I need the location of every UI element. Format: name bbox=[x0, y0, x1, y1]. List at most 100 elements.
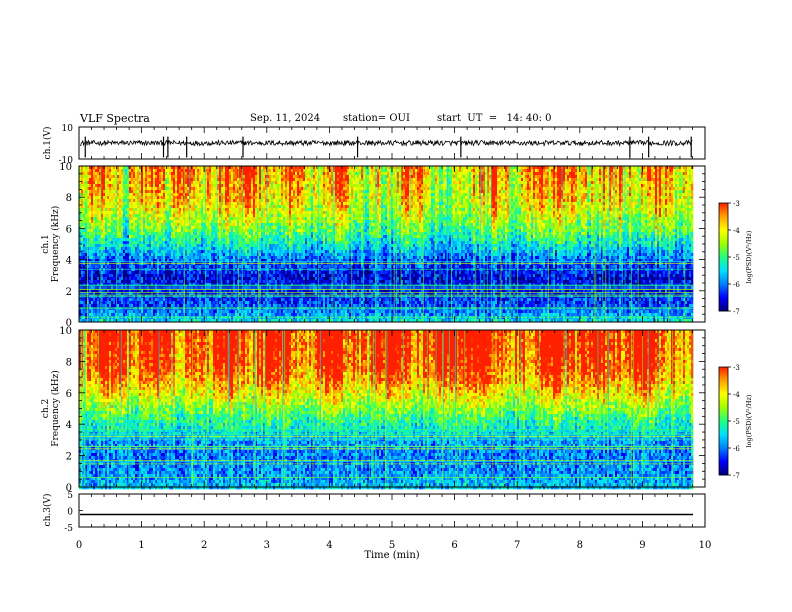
ch1-spectrogram-pixel bbox=[107, 175, 109, 178]
ch1-spectrogram-pixel bbox=[97, 274, 99, 277]
ch1-spectrogram-pixel bbox=[97, 187, 99, 190]
ch1-spectrogram-pixel bbox=[83, 175, 85, 178]
ch1-spectrogram-pixel bbox=[115, 184, 117, 187]
ch1-spectrogram-pixel bbox=[91, 301, 93, 304]
ch1-spectrogram-pixel bbox=[91, 235, 93, 238]
ch1-spectrogram-pixel bbox=[83, 277, 85, 280]
ch1-spectrogram-pixel bbox=[113, 193, 115, 196]
ch1-spectrogram-pixel bbox=[91, 193, 93, 196]
ch1-spectrogram-pixel bbox=[113, 181, 115, 184]
ch1-spectrogram-pixel bbox=[81, 229, 83, 232]
ch1-spectrogram-pixel bbox=[117, 187, 119, 190]
ch1-spectrogram-pixel bbox=[109, 175, 111, 178]
ch1-spectrogram-pixel bbox=[93, 232, 95, 235]
ch1-spectrogram-pixel bbox=[89, 223, 91, 226]
ch1-spectrogram-pixel bbox=[97, 199, 99, 202]
ch1-spectrogram-pixel bbox=[81, 274, 83, 277]
ch1-spectrogram-pixel bbox=[107, 214, 109, 217]
ch1-spectrogram-pixel bbox=[103, 223, 105, 226]
ch1-spectrogram-pixel bbox=[105, 274, 107, 277]
ch1-spectrogram-pixel bbox=[83, 244, 85, 247]
ch1-spectrogram-pixel bbox=[103, 211, 105, 214]
ch1-spectrogram-pixel bbox=[117, 226, 119, 229]
ch1-spectrogram-pixel bbox=[97, 241, 99, 244]
ch1-spectrogram-pixel bbox=[109, 202, 111, 205]
ch1-spectrogram-pixel bbox=[95, 190, 97, 193]
ch1-spectrogram-pixel bbox=[109, 190, 111, 193]
ch1-spectrogram-pixel bbox=[95, 169, 97, 172]
ch1-spectrogram-pixel bbox=[97, 178, 99, 181]
ch1-spectrogram-pixel bbox=[105, 250, 107, 253]
ch1-spectrogram-pixel bbox=[83, 310, 85, 313]
ch1-spectrogram-pixel bbox=[91, 238, 93, 241]
ch1-spectrogram-pixel bbox=[115, 223, 117, 226]
ch1-spectrogram-pixel bbox=[81, 304, 83, 307]
ch1-spectrogram-pixel bbox=[105, 193, 107, 196]
ch1-spectrogram-pixel bbox=[107, 274, 109, 277]
ch1-spectrogram-pixel bbox=[85, 202, 87, 205]
ch1-spectrogram-pixel bbox=[103, 205, 105, 208]
ch1-spectrogram-pixel bbox=[113, 187, 115, 190]
ch1-spectrogram-pixel bbox=[93, 202, 95, 205]
ch1-spectrogram-pixel bbox=[81, 217, 83, 220]
ch1-spectrogram-pixel bbox=[83, 280, 85, 283]
ch1-spectrogram-pixel bbox=[113, 205, 115, 208]
ch1-spectrogram-pixel bbox=[109, 316, 111, 319]
ch1-spectrogram-pixel bbox=[113, 220, 115, 223]
ch1-spectrogram-pixel bbox=[89, 253, 91, 256]
ch1-spectrogram-pixel bbox=[91, 214, 93, 217]
ch1-spectrogram-pixel bbox=[105, 217, 107, 220]
ch1-spectrogram-pixel bbox=[81, 190, 83, 193]
ch1-spectrogram-pixel bbox=[101, 193, 103, 196]
ch1-spectrogram-pixel bbox=[101, 229, 103, 232]
ch1-spectrogram-pixel bbox=[91, 277, 93, 280]
ch1-spectrogram-pixel bbox=[109, 313, 111, 316]
ch1-spectrogram-pixel bbox=[111, 304, 113, 307]
ch1-spectrogram-pixel bbox=[109, 274, 111, 277]
ch1-spectrogram-pixel bbox=[97, 217, 99, 220]
ch1-spectrogram-pixel bbox=[81, 178, 83, 181]
ch1-spectrogram-pixel bbox=[117, 301, 119, 304]
ch1-spectrogram-pixel bbox=[83, 184, 85, 187]
ch1-spectrogram-pixel bbox=[115, 253, 117, 256]
ch1-spectrogram-pixel bbox=[103, 184, 105, 187]
ch1-spectrogram-pixel bbox=[113, 277, 115, 280]
ch1-spectrogram-pixel bbox=[101, 232, 103, 235]
ch1-spectrogram-pixel bbox=[89, 238, 91, 241]
ch1-spectrogram-pixel bbox=[115, 181, 117, 184]
ch1-spectrogram-pixel bbox=[97, 253, 99, 256]
ch1-spectrogram-pixel bbox=[93, 256, 95, 259]
ch1-spectrogram-pixel bbox=[117, 211, 119, 214]
ch1-spectrogram-pixel bbox=[107, 178, 109, 181]
ch1-spectrogram-pixel bbox=[115, 217, 117, 220]
ch1-spectrogram-pixel bbox=[111, 229, 113, 232]
ch1-spectrogram-pixel bbox=[89, 256, 91, 259]
ch1-spectrogram-pixel bbox=[93, 304, 95, 307]
ch1-spectrogram-pixel bbox=[111, 217, 113, 220]
ch1-spectrogram-pixel bbox=[105, 235, 107, 238]
ch1-spectrogram-pixel bbox=[91, 226, 93, 229]
ch1-spectrogram-pixel bbox=[101, 250, 103, 253]
ch1-spectrogram-pixel bbox=[115, 304, 117, 307]
ch1-spectrogram-pixel bbox=[107, 271, 109, 274]
ch1-spectrogram-pixel bbox=[101, 235, 103, 238]
ch1-spectrogram-pixel bbox=[97, 247, 99, 250]
ch1-spectrogram-pixel bbox=[85, 247, 87, 250]
ch1-spectrogram-pixel bbox=[101, 271, 103, 274]
ch1-spectrogram-pixel bbox=[107, 220, 109, 223]
ch1-spectrogram-pixel bbox=[109, 181, 111, 184]
ch1-spectrogram-pixel bbox=[105, 301, 107, 304]
ch1-spectrogram-pixel bbox=[105, 280, 107, 283]
ch1-spectrogram-pixel bbox=[101, 175, 103, 178]
ch1-spectrogram-pixel bbox=[111, 280, 113, 283]
ch1-spectrogram-pixel bbox=[103, 190, 105, 193]
ch1-spectrogram-pixel bbox=[95, 205, 97, 208]
ch1-spectrogram-pixel bbox=[105, 187, 107, 190]
ch1-spectrogram-pixel bbox=[85, 229, 87, 232]
ch1-spectrogram-pixel bbox=[85, 214, 87, 217]
ch1-spectrogram-pixel bbox=[117, 277, 119, 280]
ch1-spectrogram-pixel bbox=[83, 208, 85, 211]
ch1-spectrogram-pixel bbox=[89, 172, 91, 175]
ch1-spectrogram-pixel bbox=[95, 256, 97, 259]
ch1-spectrogram-pixel bbox=[91, 253, 93, 256]
